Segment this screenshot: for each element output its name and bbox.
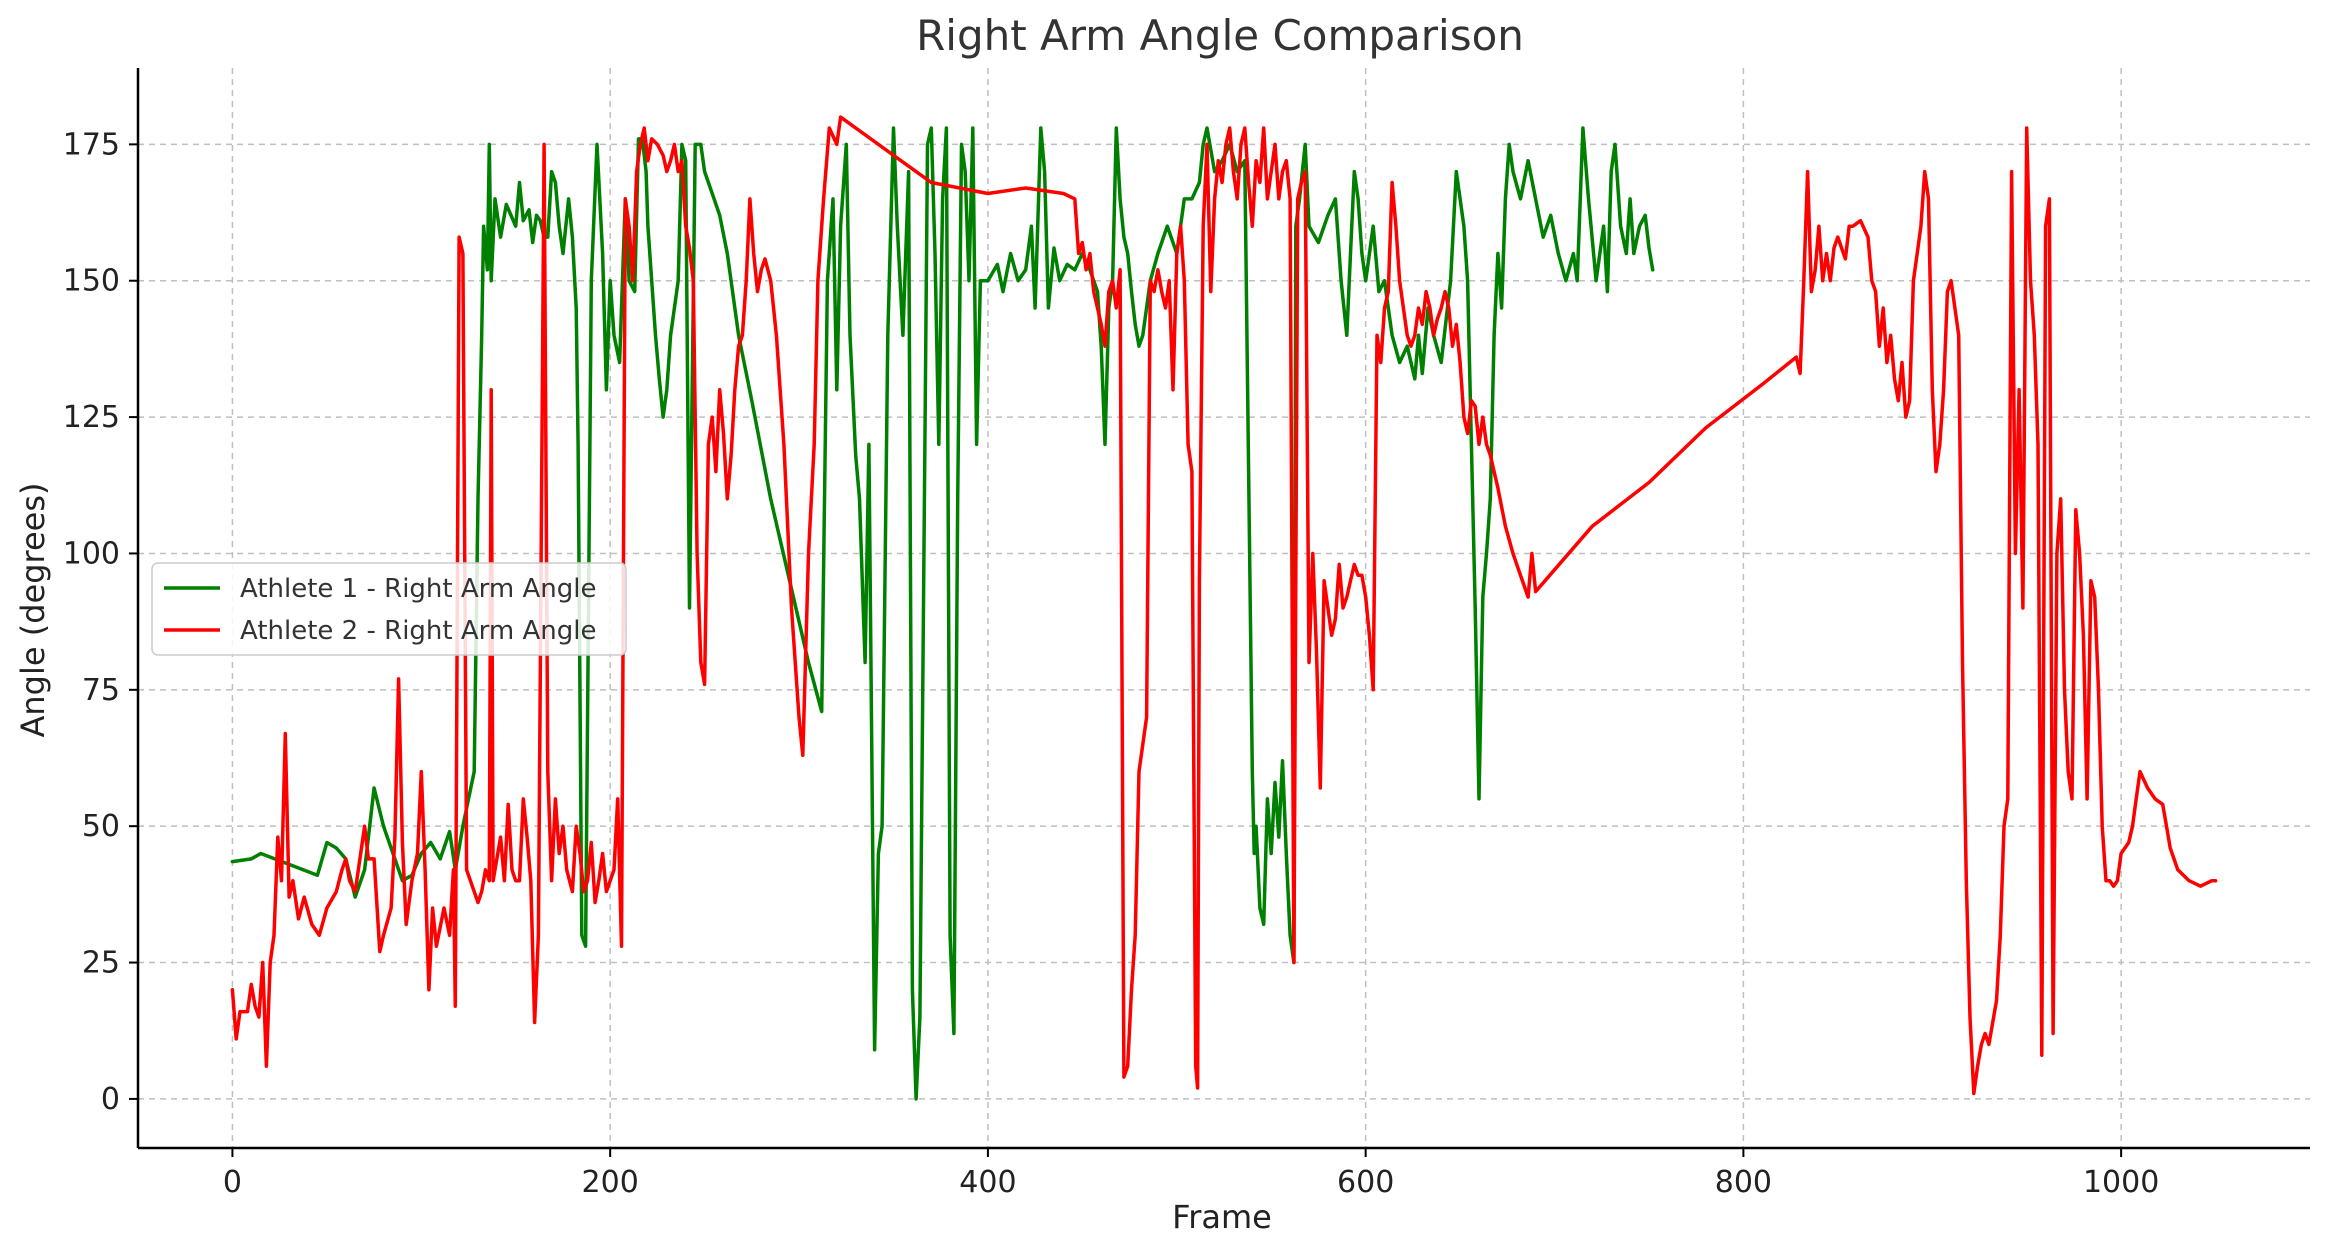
series-layer [230,115,2218,1101]
y-tick-label: 125 [63,400,120,435]
x-tick-label: 0 [223,1165,242,1200]
x-tick-label: 600 [1337,1165,1394,1200]
y-tick-label: 175 [63,127,120,162]
axes [136,68,2310,1150]
x-tick-label: 200 [582,1165,639,1200]
ticks: 0 200 400 600 800 1000 0 25 50 75 100 125 150 175 [63,127,2160,1200]
x-tick-label: 1000 [2083,1165,2159,1200]
legend-label-athlete-2: Athlete 2 - Right Arm Angle [240,616,596,646]
y-axis-label: Angle (degrees) [14,482,52,737]
x-tick-label: 800 [1715,1165,1772,1200]
chart-title: Right Arm Angle Comparison [916,11,1524,60]
y-tick-label: 150 [63,264,120,299]
y-tick-label: 75 [82,673,120,708]
legend: Athlete 1 - Right Arm Angle Athlete 2 - … [151,562,627,656]
y-tick-label: 25 [82,946,120,981]
series-line-athlete-1 [230,126,1655,1101]
legend-box [151,562,627,656]
legend-label-athlete-1: Athlete 1 - Right Arm Angle [240,574,596,604]
x-tick-label: 400 [959,1165,1016,1200]
y-tick-label: 0 [101,1082,120,1117]
y-tick-label: 50 [82,809,120,844]
y-tick-label: 100 [63,536,120,571]
x-axis-label: Frame [1172,1198,1272,1236]
series-line-athlete-2 [230,115,2218,1096]
